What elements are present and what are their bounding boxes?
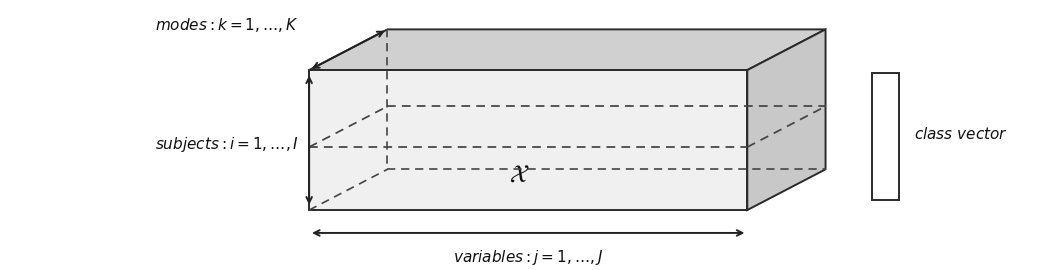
Polygon shape [747,29,825,210]
Text: $class\ vector$: $class\ vector$ [914,126,1008,142]
Text: $y$: $y$ [880,126,891,142]
Text: $modes : k = 1, \ldots, K$: $modes : k = 1, \ldots, K$ [155,16,299,35]
Text: $variables : j = 1, \ldots, J$: $variables : j = 1, \ldots, J$ [453,248,604,267]
Polygon shape [310,70,747,210]
Text: $\mathcal{X}$: $\mathcal{X}$ [509,163,529,187]
Text: $subjects : i = 1, \ldots, I$: $subjects : i = 1, \ldots, I$ [155,135,299,154]
Polygon shape [310,29,825,70]
FancyBboxPatch shape [872,73,899,200]
